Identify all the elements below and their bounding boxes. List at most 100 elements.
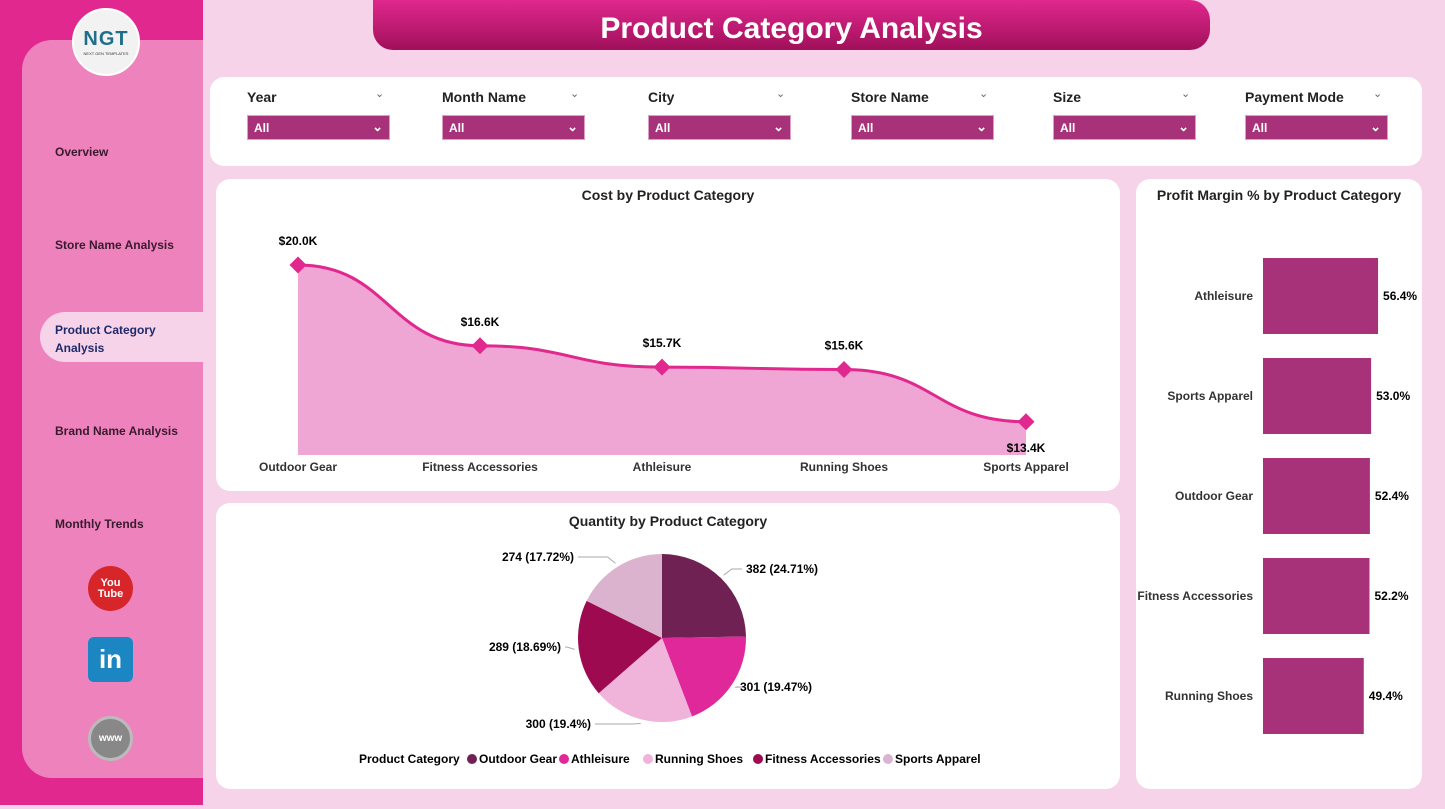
active-nav-highlight [40, 312, 203, 362]
pie-slice[interactable] [578, 600, 662, 694]
data-label: 274 (17.72%) [502, 550, 574, 564]
chevron-down-icon[interactable]: ⌄ [979, 88, 989, 100]
y-tick-label: Athleisure [1194, 289, 1253, 303]
bar[interactable] [1263, 658, 1364, 734]
chevron-down-icon: ⌄ [976, 119, 987, 134]
sidebar-item-product-category-analysis[interactable]: Product Category Analysis [55, 323, 156, 355]
legend-marker [753, 754, 763, 764]
pie-slice[interactable] [662, 554, 746, 638]
logo-text: NGT [83, 28, 129, 50]
chevron-down-icon: ⌄ [372, 119, 383, 134]
data-label: $15.7K [643, 336, 682, 350]
filter-value: All [1060, 121, 1076, 135]
filter-panel: Year ⌄ All ⌄ Month Name ⌄ All ⌄ City ⌄ All ⌄ S… [210, 77, 1422, 166]
filter-value: All [655, 121, 671, 135]
filter-dropdown[interactable]: All ⌄ [851, 115, 994, 140]
x-tick-label: Athleisure [633, 460, 692, 474]
pie-slice[interactable] [662, 636, 746, 717]
y-tick-label: Fitness Accessories [1137, 589, 1253, 603]
cost-chart-card: Cost by Product Category $20.0K Outdoor G… [216, 179, 1120, 491]
bar[interactable] [1263, 258, 1379, 334]
sidebar-item-overview[interactable]: Overview [55, 145, 109, 159]
chevron-down-icon[interactable]: ⌄ [375, 88, 385, 100]
filter-dropdown[interactable]: All ⌄ [247, 115, 390, 140]
legend-item[interactable]: Outdoor Gear [479, 752, 557, 766]
filter-value: All [254, 121, 270, 135]
data-label: $20.0K [279, 234, 318, 248]
filter-dropdown[interactable]: All ⌄ [442, 115, 585, 140]
data-label: 52.4% [1375, 489, 1409, 503]
logo-subtext: NEXT GEN TEMPLATES [83, 51, 129, 56]
chart-title: Cost by Product Category [581, 187, 755, 203]
leader-line [578, 556, 616, 564]
leader-line [565, 646, 575, 650]
legend-marker [643, 754, 653, 764]
legend-marker [467, 754, 477, 764]
filter-label: Store Name [851, 89, 929, 105]
cost-area-chart: $20.0K Outdoor Gear $16.6K Fitness Accessor… [259, 234, 1069, 474]
filter-dropdown[interactable]: All ⌄ [648, 115, 791, 140]
legend-item[interactable]: Fitness Accessories [765, 752, 881, 766]
logo: NGT NEXT GEN TEMPLATES [72, 8, 140, 76]
data-point[interactable] [653, 358, 671, 376]
data-label: $16.6K [461, 315, 500, 329]
legend-item[interactable]: Sports Apparel [895, 752, 981, 766]
page-title: Product Category Analysis [373, 0, 1210, 50]
chevron-down-icon: ⌄ [567, 119, 578, 134]
data-label: 49.4% [1369, 689, 1403, 703]
filter-label: Year [247, 89, 277, 105]
x-tick-label: Sports Apparel [983, 460, 1069, 474]
bar[interactable] [1263, 558, 1370, 634]
pie-slice[interactable] [586, 554, 662, 638]
legend-marker [883, 754, 893, 764]
filter-label: Payment Mode [1245, 89, 1344, 105]
x-tick-label: Outdoor Gear [259, 460, 337, 474]
filter-dropdown[interactable]: All ⌄ [1245, 115, 1388, 140]
y-tick-label: Outdoor Gear [1175, 489, 1253, 503]
data-label: 52.2% [1374, 589, 1408, 603]
data-label: $15.6K [825, 339, 864, 353]
sidebar-item-monthly-trends[interactable]: Monthly Trends [55, 517, 144, 531]
chevron-down-icon[interactable]: ⌄ [1373, 88, 1383, 100]
data-label: 301 (19.47%) [740, 680, 812, 694]
legend-title: Product Category [359, 752, 460, 766]
profit-chart-card: Profit Margin % by Product Category Athl… [1136, 179, 1422, 789]
leader-line [595, 722, 641, 725]
chart-title: Profit Margin % by Product Category [1156, 187, 1402, 203]
filter-label: City [648, 89, 675, 105]
pie-slice[interactable] [598, 638, 693, 722]
filter-label: Month Name [442, 89, 526, 105]
filter-value: All [449, 121, 465, 135]
legend-item[interactable]: Running Shoes [655, 752, 743, 766]
data-label: $13.4K [1007, 441, 1046, 455]
legend-item[interactable]: Athleisure [571, 752, 630, 766]
profit-bar-chart: Athleisure 56.4% Sports Apparel 53.0% Outdoo… [1137, 258, 1417, 734]
sidebar-item-store-name-analysis[interactable]: Store Name Analysis [55, 238, 174, 252]
area-fill [298, 265, 1026, 455]
data-point[interactable] [835, 361, 853, 378]
youtube-icon[interactable]: You Tube [88, 566, 133, 611]
data-point[interactable] [471, 337, 489, 355]
chevron-down-icon: ⌄ [773, 119, 784, 134]
leader-line [723, 568, 742, 576]
chevron-down-icon[interactable]: ⌄ [570, 88, 580, 100]
chevron-down-icon: ⌄ [1370, 119, 1381, 134]
chart-title: Quantity by Product Category [568, 513, 768, 529]
chevron-down-icon[interactable]: ⌄ [1181, 88, 1191, 100]
filter-dropdown[interactable]: All ⌄ [1053, 115, 1196, 140]
linkedin-icon[interactable]: in [88, 637, 133, 682]
x-tick-label: Running Shoes [800, 460, 888, 474]
x-tick-label: Fitness Accessories [422, 460, 538, 474]
filter-value: All [1252, 121, 1268, 135]
filter-label: Size [1053, 89, 1082, 105]
bar[interactable] [1263, 358, 1372, 434]
chevron-down-icon[interactable]: ⌄ [776, 88, 786, 100]
y-tick-label: Sports Apparel [1167, 389, 1253, 403]
filter-value: All [858, 121, 874, 135]
sidebar-item-brand-name-analysis[interactable]: Brand Name Analysis [55, 424, 178, 438]
bar[interactable] [1263, 458, 1370, 534]
data-label: 56.4% [1383, 289, 1417, 303]
globe-www-icon[interactable]: www [88, 716, 133, 761]
quantity-chart-card: Quantity by Product Category 382 (24.71%… [216, 503, 1120, 789]
data-label: 300 (19.4%) [526, 717, 591, 731]
